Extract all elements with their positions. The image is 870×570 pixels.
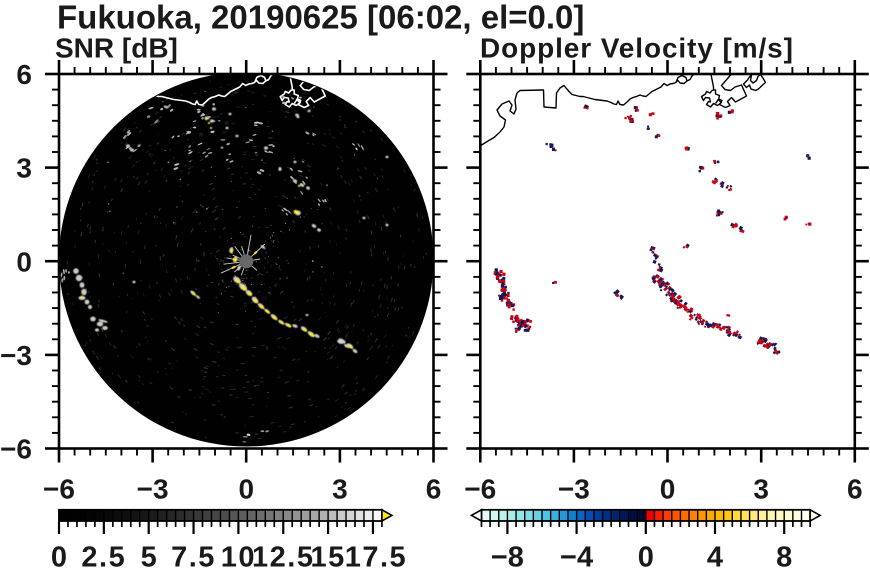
svg-text:10: 10 [221,542,256,570]
svg-text:−8: −8 [491,542,524,570]
svg-text:−4: −4 [560,542,593,570]
svg-text:6: 6 [847,474,863,505]
svg-text:0: 0 [660,474,676,505]
svg-text:−6: −6 [43,474,75,505]
svg-text:7.5: 7.5 [171,542,216,570]
svg-text:6: 6 [16,59,32,90]
svg-text:−3: −3 [0,340,32,371]
svg-text:−3: −3 [558,474,590,505]
svg-text:0: 0 [238,474,254,505]
svg-text:2.5: 2.5 [81,542,126,570]
svg-text:−3: −3 [137,474,169,505]
svg-text:17.5: 17.5 [345,542,407,570]
svg-text:Doppler Velocity [m/s]: Doppler Velocity [m/s] [480,33,794,64]
svg-text:3: 3 [332,474,348,505]
svg-text:12.5: 12.5 [252,542,314,570]
svg-text:15: 15 [310,542,345,570]
svg-text:0: 0 [638,542,654,570]
svg-text:5: 5 [141,542,157,570]
svg-text:0: 0 [16,246,32,277]
svg-text:−6: −6 [464,474,496,505]
svg-text:6: 6 [426,474,442,505]
svg-text:3: 3 [16,153,32,184]
svg-text:SNR [dB]: SNR [dB] [55,33,178,64]
svg-text:3: 3 [753,474,769,505]
svg-text:0: 0 [51,542,67,570]
svg-text:4: 4 [707,542,723,570]
svg-text:−6: −6 [0,434,32,465]
svg-text:8: 8 [776,542,792,570]
svg-text:Fukuoka, 20190625 [06:02, el=0: Fukuoka, 20190625 [06:02, el=0.0] [57,0,584,36]
